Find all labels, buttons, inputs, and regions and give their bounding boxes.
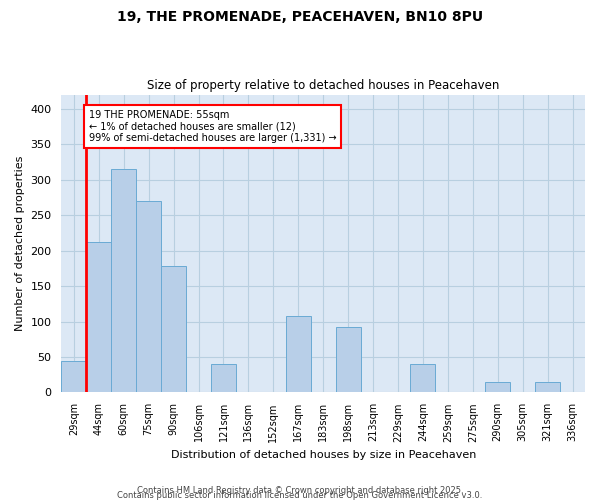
Bar <box>410 364 436 392</box>
Title: Size of property relative to detached houses in Peacehaven: Size of property relative to detached ho… <box>147 79 499 92</box>
Bar <box>86 242 111 392</box>
X-axis label: Distribution of detached houses by size in Peacehaven: Distribution of detached houses by size … <box>170 450 476 460</box>
Bar <box>335 327 361 392</box>
Bar <box>485 382 510 392</box>
Bar <box>161 266 186 392</box>
Bar <box>111 169 136 392</box>
Bar <box>136 201 161 392</box>
Bar <box>61 361 86 392</box>
Y-axis label: Number of detached properties: Number of detached properties <box>15 156 25 331</box>
Bar <box>211 364 236 392</box>
Text: 19, THE PROMENADE, PEACEHAVEN, BN10 8PU: 19, THE PROMENADE, PEACEHAVEN, BN10 8PU <box>117 10 483 24</box>
Bar <box>286 316 311 392</box>
Bar <box>535 382 560 392</box>
Text: Contains public sector information licensed under the Open Government Licence v3: Contains public sector information licen… <box>118 491 482 500</box>
Text: Contains HM Land Registry data © Crown copyright and database right 2025.: Contains HM Land Registry data © Crown c… <box>137 486 463 495</box>
Text: 19 THE PROMENADE: 55sqm
← 1% of detached houses are smaller (12)
99% of semi-det: 19 THE PROMENADE: 55sqm ← 1% of detached… <box>89 110 337 144</box>
